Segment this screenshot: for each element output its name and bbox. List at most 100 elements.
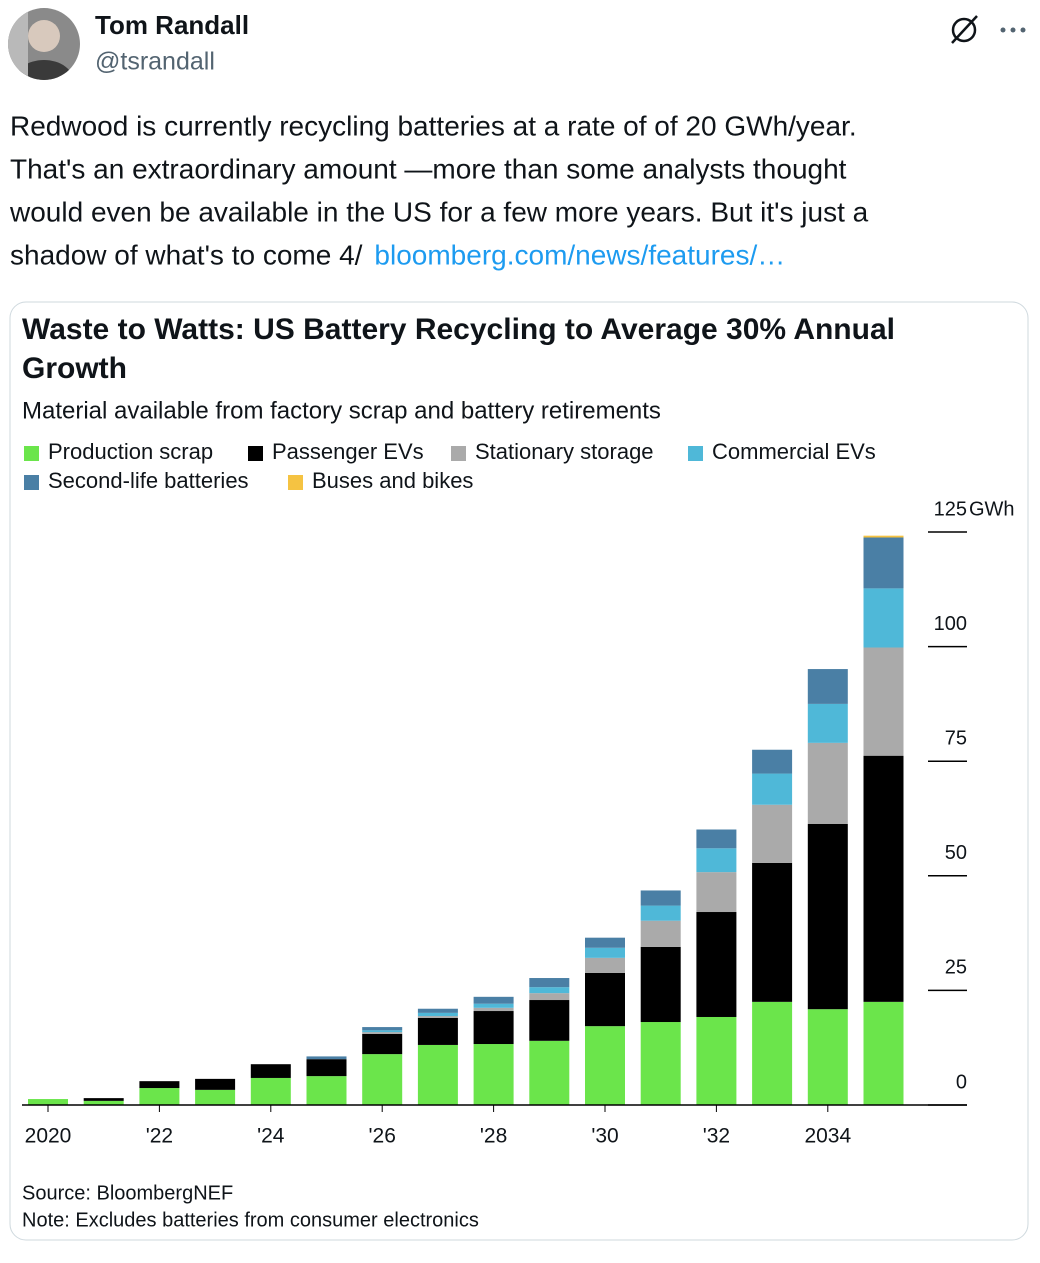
legend-label: Second-life batteries [48, 468, 249, 493]
bar-segment [473, 1003, 514, 1008]
bar-segment [696, 848, 737, 873]
bar-segment [807, 703, 848, 743]
tweet-text-line: shadow of what's to come 4/ [10, 239, 363, 270]
bar-segment [696, 829, 737, 849]
y-unit: GWh [969, 498, 1015, 520]
bar-segment [807, 1009, 848, 1105]
bar-segment [529, 978, 570, 988]
bar-segment [362, 1054, 403, 1105]
x-tick-label: '28 [480, 1125, 507, 1148]
bar-segment [752, 749, 793, 774]
bar-segment [585, 957, 625, 973]
author-handle[interactable]: @tsrandall [95, 48, 215, 76]
legend-swatch [24, 446, 39, 461]
bar-segment [752, 862, 793, 1002]
legend-label: Production scrap [48, 439, 213, 464]
x-tick-label: '26 [369, 1125, 396, 1148]
legend-swatch [24, 475, 39, 490]
x-tick-label: 2020 [25, 1125, 72, 1148]
bar-segment [250, 1064, 291, 1078]
bar-segment [417, 1008, 458, 1013]
bar-segment [529, 1000, 570, 1041]
bar-segment [585, 972, 625, 1027]
chart-source: Source: BloombergNEF [22, 1182, 233, 1204]
bar-segment [306, 1059, 347, 1077]
bar-segment [752, 1001, 793, 1105]
bar-segment [696, 912, 737, 1017]
bar-segment [139, 1088, 180, 1105]
tweet-text-line: would even be available in the US for a … [9, 196, 869, 227]
bar-segment [585, 947, 625, 958]
bar-segment [417, 1016, 458, 1018]
bar-segment [863, 535, 904, 538]
bar-segment [362, 1032, 403, 1034]
bar-segment [752, 804, 793, 863]
bar-segment [139, 1081, 180, 1089]
bar-segment [473, 1007, 514, 1012]
bar-segment [473, 996, 514, 1004]
bar-segment [529, 1040, 570, 1105]
x-tick-label: '30 [591, 1125, 618, 1148]
bar-segment [83, 1100, 124, 1105]
bar-segment [417, 1044, 458, 1105]
bar-segment [807, 669, 848, 704]
grok-icon[interactable] [951, 15, 978, 44]
legend-swatch [688, 446, 703, 461]
bar-segment [807, 742, 848, 825]
bar-segment [863, 647, 904, 756]
bar-segment [807, 824, 848, 1010]
legend-swatch [288, 475, 303, 490]
bar-segment [640, 905, 681, 921]
bar-segment [863, 755, 904, 1002]
legend-label: Buses and bikes [312, 468, 473, 493]
legend-swatch [451, 446, 466, 461]
bar-segment [752, 773, 793, 805]
y-tick-label: 25 [945, 957, 967, 979]
avatar[interactable] [8, 8, 80, 104]
tweet-link[interactable]: bloomberg.com/news/features/… [374, 239, 785, 270]
y-tick-label: 100 [934, 613, 967, 635]
bar-segment [417, 1012, 458, 1017]
bar-segment [306, 1076, 347, 1105]
bar-segment [362, 1030, 403, 1033]
bar-segment [473, 1044, 514, 1105]
x-tick-label: '32 [703, 1125, 730, 1148]
author-name[interactable]: Tom Randall [95, 10, 249, 40]
bar-segment [195, 1089, 236, 1105]
bar-segment [362, 1027, 403, 1031]
chart-title: Growth [22, 352, 127, 385]
x-tick-label: '22 [146, 1125, 173, 1148]
bar-segment [473, 1011, 514, 1045]
y-tick-label: 0 [956, 1071, 967, 1093]
y-tick-label: 75 [945, 727, 967, 749]
chart-subtitle: Material available from factory scrap an… [22, 397, 661, 424]
tweet-text-line: That's an extraordinary amount —more tha… [10, 153, 847, 184]
legend-label: Passenger EVs [272, 439, 424, 464]
bar-segment [863, 588, 904, 648]
chart-title: Waste to Watts: US Battery Recycling to … [22, 313, 895, 346]
bar-segment [640, 946, 681, 1023]
bar-segment [362, 1033, 403, 1055]
bar-segment [696, 1016, 737, 1105]
bar-segment [585, 937, 625, 948]
legend-label: Commercial EVs [712, 439, 876, 464]
bar-segment [640, 920, 681, 947]
legend-label: Stationary storage [475, 439, 654, 464]
bar-segment [83, 1098, 124, 1101]
y-tick-label: 125 [934, 498, 967, 520]
bar-segment [28, 1099, 68, 1105]
tweet-text-line: Redwood is currently recycling batteries… [10, 110, 857, 141]
bar-segment [696, 872, 737, 913]
more-icon[interactable] [1000, 27, 1026, 33]
bar-segment [529, 993, 570, 1001]
bar-segment [250, 1077, 291, 1105]
bar-segment [417, 1017, 458, 1045]
bar-segment [863, 537, 904, 589]
y-tick-label: 50 [945, 842, 967, 864]
bar-segment [863, 1001, 904, 1105]
bar-segment [195, 1078, 236, 1090]
bar-segment [640, 890, 681, 906]
bar-segment [529, 987, 570, 994]
bar-segment [306, 1056, 347, 1060]
